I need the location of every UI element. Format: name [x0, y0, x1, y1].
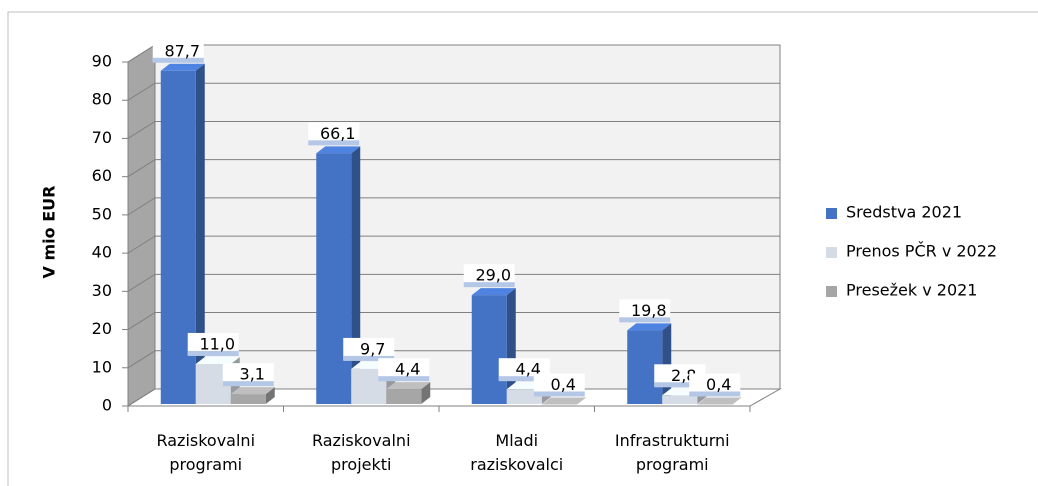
legend-label: Sredstva 2021	[846, 203, 962, 222]
grid-line	[127, 197, 780, 216]
y-tick-label: 20	[92, 319, 112, 338]
legend-swatch	[826, 208, 837, 219]
bar-top	[195, 356, 240, 364]
back-wall	[154, 44, 781, 390]
grid-line	[127, 82, 780, 101]
value-label-highlight	[619, 317, 671, 323]
chart-frame	[7, 11, 1038, 486]
x-tick-label: Raziskovalni programi	[156, 431, 255, 474]
value-label-bg	[222, 363, 274, 386]
y-tick-label: 80	[92, 90, 112, 109]
y-tick-label: 50	[92, 204, 112, 223]
grid-line	[127, 312, 780, 330]
value-label: 87,7	[164, 41, 200, 60]
value-label: 11,0	[199, 334, 235, 353]
value-label-bg	[308, 122, 360, 145]
value-label-bg	[378, 358, 430, 381]
legend-label: Presežek v 2021	[846, 281, 977, 300]
y-tick-label: 60	[92, 166, 112, 185]
bar-side	[421, 382, 431, 404]
value-label: 19,8	[631, 301, 667, 320]
grid-line	[127, 350, 780, 369]
y-tick-label: 40	[92, 243, 112, 262]
y-tick-label: 70	[92, 128, 112, 147]
y-tick-label: 10	[92, 357, 112, 376]
value-label-bg	[463, 264, 515, 287]
bar	[662, 395, 698, 404]
y-tick-label: 90	[92, 52, 112, 71]
legend-swatch	[826, 247, 837, 258]
value-label-highlight	[152, 57, 204, 63]
bar	[230, 394, 266, 404]
grid-line	[127, 120, 780, 139]
bar-top	[541, 397, 586, 405]
bar	[316, 153, 352, 404]
value-label: 29,0	[475, 266, 511, 285]
value-label-highlight	[533, 391, 585, 397]
bar-top	[160, 63, 205, 71]
side-wall	[127, 44, 156, 407]
bar	[506, 389, 542, 404]
grid-line	[127, 273, 780, 292]
value-label-highlight	[463, 282, 515, 288]
bar-top	[386, 382, 431, 390]
bar-top	[471, 288, 516, 296]
value-label-highlight	[187, 350, 239, 356]
value-label-highlight	[222, 381, 274, 387]
value-label-highlight	[654, 382, 706, 388]
bar-side	[195, 63, 205, 405]
value-label-bg	[533, 373, 585, 396]
value-label-highlight	[343, 355, 395, 361]
y-tick-label: 30	[92, 281, 112, 300]
bar-top	[697, 397, 742, 405]
value-label-bg	[689, 373, 741, 396]
value-label: 4,4	[395, 360, 420, 379]
value-label: 66,1	[320, 124, 356, 143]
grid-line	[127, 235, 780, 254]
legend-label: Prenos PČR v 2022	[846, 242, 997, 261]
value-label-bg	[619, 299, 671, 322]
bar-side	[265, 387, 275, 404]
value-label: 3,1	[240, 365, 265, 384]
bar-top	[316, 146, 361, 154]
value-label: 0,4	[551, 375, 576, 394]
value-label: 9,7	[360, 339, 385, 358]
grid-line	[127, 159, 780, 178]
y-tick-label: 0	[102, 396, 112, 415]
value-label-highlight	[378, 376, 430, 382]
value-label-bg	[187, 332, 239, 355]
legend-swatch	[826, 286, 837, 297]
value-label: 0,4	[706, 375, 731, 394]
value-label-highlight	[308, 140, 360, 146]
bar-top	[627, 323, 672, 331]
value-label-highlight	[689, 391, 741, 397]
bar	[386, 389, 422, 404]
value-label-bg	[152, 39, 204, 62]
bar	[471, 295, 507, 404]
bar-top	[230, 387, 275, 395]
x-tick-label: Raziskovalni projekti	[312, 431, 411, 474]
value-label-highlight	[498, 376, 550, 382]
x-tick-label: Mladi raziskovalci	[470, 431, 563, 474]
x-tick-label: Infrastrukturni programi	[615, 431, 730, 474]
y-axis-title: V mio EUR	[40, 186, 59, 279]
value-label-bg	[343, 337, 395, 360]
